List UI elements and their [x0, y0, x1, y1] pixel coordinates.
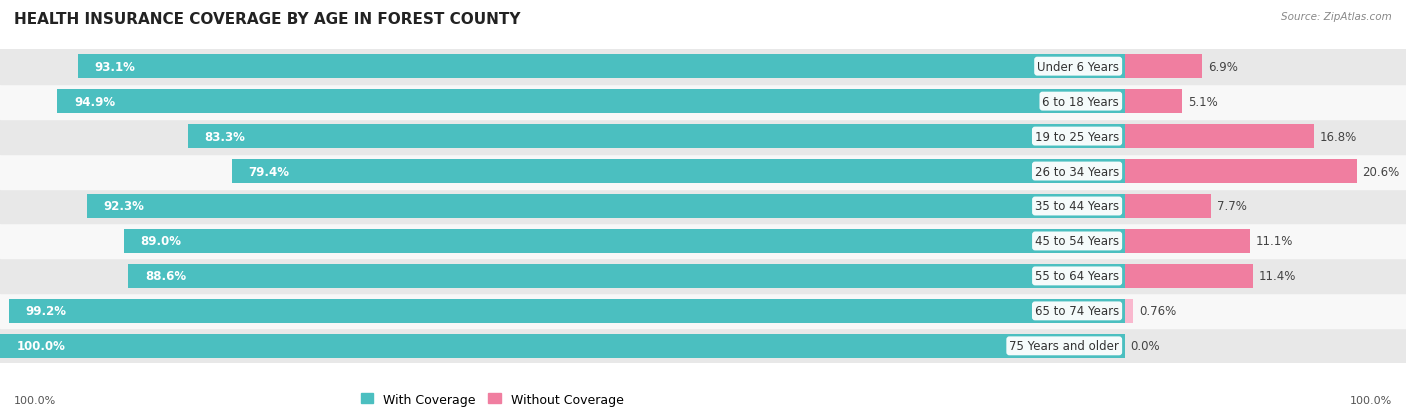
Text: 35 to 44 Years: 35 to 44 Years	[1035, 200, 1119, 213]
Bar	[1125, 230, 1250, 253]
Bar	[232, 160, 1125, 183]
Bar	[1125, 90, 1182, 114]
Bar	[0, 119, 1406, 154]
Text: 100.0%: 100.0%	[1350, 395, 1392, 405]
Text: 0.0%: 0.0%	[1130, 339, 1160, 352]
Bar	[0, 154, 1406, 189]
Text: 5.1%: 5.1%	[1188, 95, 1218, 108]
Bar	[1125, 264, 1253, 288]
Text: 93.1%: 93.1%	[94, 61, 135, 74]
Bar	[0, 259, 1406, 294]
Text: 19 to 25 Years: 19 to 25 Years	[1035, 130, 1119, 143]
Text: 88.6%: 88.6%	[145, 270, 186, 283]
Text: 55 to 64 Years: 55 to 64 Years	[1035, 270, 1119, 283]
Text: 79.4%: 79.4%	[249, 165, 290, 178]
Text: 94.9%: 94.9%	[75, 95, 115, 108]
Bar	[1125, 160, 1357, 183]
Bar	[0, 84, 1406, 119]
Bar	[77, 55, 1125, 79]
Bar	[188, 125, 1125, 149]
Bar	[0, 334, 1125, 358]
Bar	[1125, 299, 1133, 323]
Text: 11.1%: 11.1%	[1256, 235, 1292, 248]
Bar	[0, 189, 1406, 224]
Text: 83.3%: 83.3%	[205, 130, 246, 143]
Bar	[1125, 195, 1212, 218]
Text: 20.6%: 20.6%	[1362, 165, 1399, 178]
Text: 99.2%: 99.2%	[25, 305, 67, 318]
Text: 65 to 74 Years: 65 to 74 Years	[1035, 305, 1119, 318]
Bar	[1125, 55, 1202, 79]
Bar	[0, 329, 1406, 363]
Text: Source: ZipAtlas.com: Source: ZipAtlas.com	[1281, 12, 1392, 22]
Text: 6 to 18 Years: 6 to 18 Years	[1042, 95, 1119, 108]
Text: 16.8%: 16.8%	[1319, 130, 1357, 143]
Text: 11.4%: 11.4%	[1258, 270, 1296, 283]
Bar	[58, 90, 1125, 114]
Text: 89.0%: 89.0%	[141, 235, 181, 248]
Text: 6.9%: 6.9%	[1208, 61, 1237, 74]
Text: 75 Years and older: 75 Years and older	[1010, 339, 1119, 352]
Bar	[0, 294, 1406, 329]
Bar	[124, 230, 1125, 253]
Text: 26 to 34 Years: 26 to 34 Years	[1035, 165, 1119, 178]
Bar	[128, 264, 1125, 288]
Text: 0.76%: 0.76%	[1139, 305, 1177, 318]
Text: 7.7%: 7.7%	[1218, 200, 1247, 213]
Text: 45 to 54 Years: 45 to 54 Years	[1035, 235, 1119, 248]
Bar	[1125, 125, 1313, 149]
Bar	[8, 299, 1125, 323]
Text: 100.0%: 100.0%	[14, 395, 56, 405]
Legend: With Coverage, Without Coverage: With Coverage, Without Coverage	[356, 388, 628, 411]
Text: HEALTH INSURANCE COVERAGE BY AGE IN FOREST COUNTY: HEALTH INSURANCE COVERAGE BY AGE IN FORE…	[14, 12, 520, 27]
Bar	[0, 224, 1406, 259]
Bar	[87, 195, 1125, 218]
Text: 100.0%: 100.0%	[17, 339, 66, 352]
Text: Under 6 Years: Under 6 Years	[1038, 61, 1119, 74]
Text: 92.3%: 92.3%	[104, 200, 145, 213]
Bar	[0, 50, 1406, 84]
